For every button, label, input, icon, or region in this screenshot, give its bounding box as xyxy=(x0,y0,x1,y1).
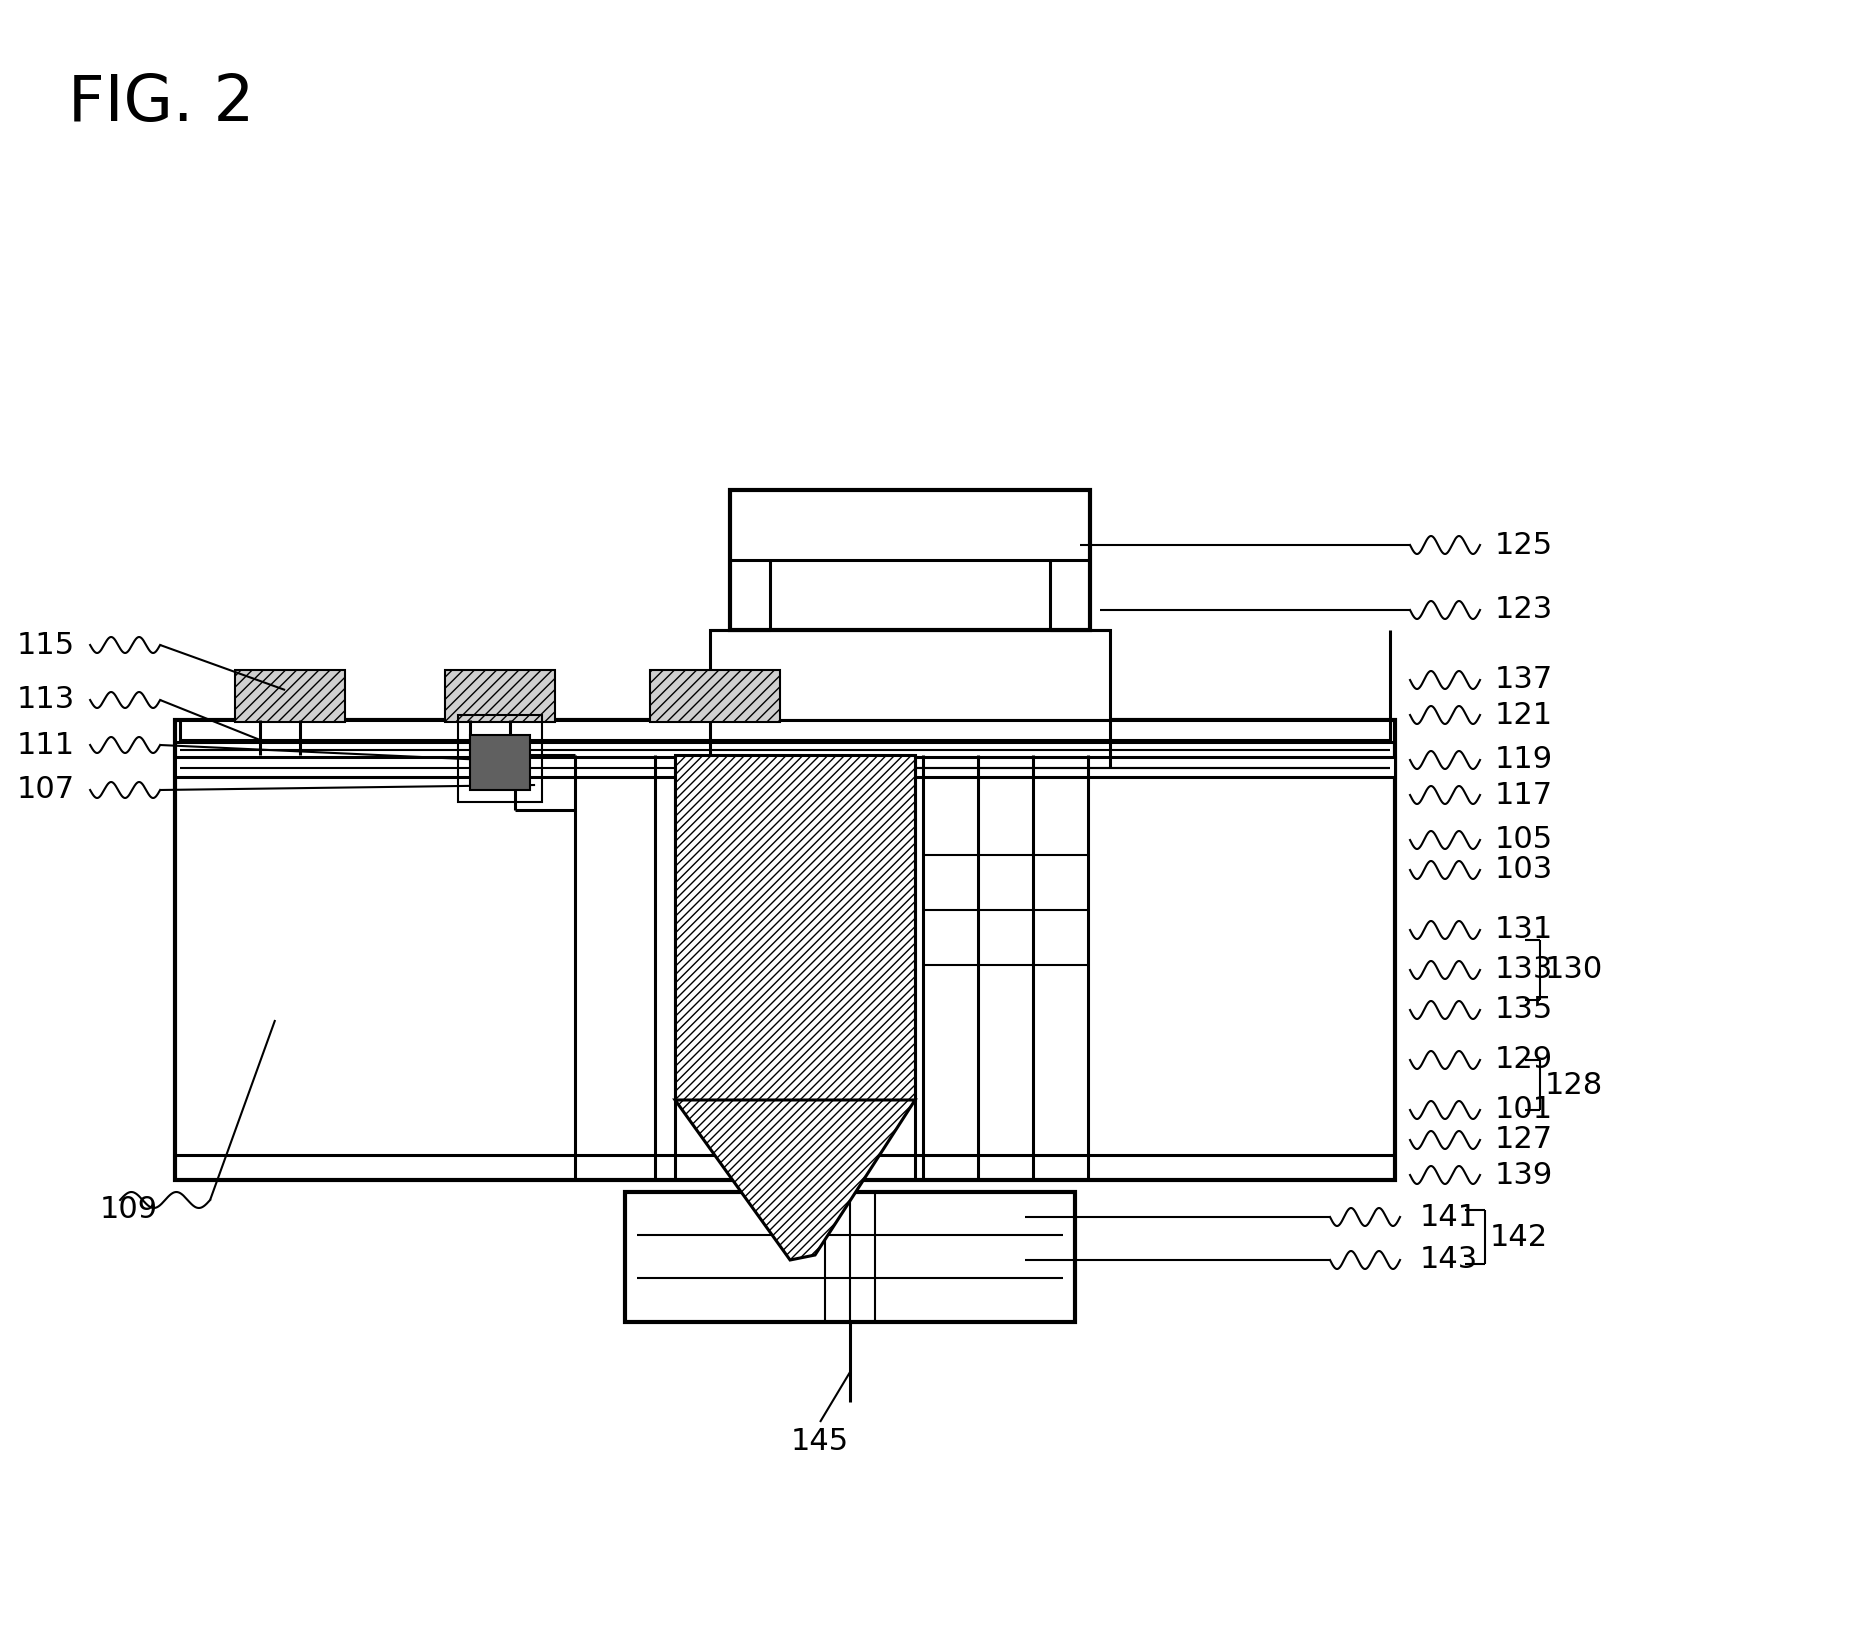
Text: 115: 115 xyxy=(17,630,75,659)
Polygon shape xyxy=(675,1100,916,1260)
Text: 125: 125 xyxy=(1495,530,1553,560)
Text: 127: 127 xyxy=(1495,1126,1553,1154)
Bar xyxy=(650,671,779,721)
Bar xyxy=(458,715,542,801)
Text: 121: 121 xyxy=(1495,700,1553,730)
Text: 113: 113 xyxy=(17,685,75,715)
Text: 111: 111 xyxy=(17,731,75,759)
Text: 137: 137 xyxy=(1495,666,1553,695)
Text: 107: 107 xyxy=(17,775,75,805)
Text: 145: 145 xyxy=(791,1428,849,1456)
Bar xyxy=(176,720,1394,1180)
Bar xyxy=(176,757,1394,777)
Text: 131: 131 xyxy=(1495,916,1553,945)
Text: FIG. 2: FIG. 2 xyxy=(67,72,254,134)
Text: 105: 105 xyxy=(1495,826,1553,855)
Bar xyxy=(675,756,916,1100)
Bar xyxy=(179,720,1391,739)
Text: 142: 142 xyxy=(1490,1222,1548,1252)
Bar xyxy=(731,490,1090,630)
Text: 141: 141 xyxy=(1420,1203,1478,1232)
Text: 135: 135 xyxy=(1495,996,1553,1025)
Bar xyxy=(710,630,1110,720)
Bar xyxy=(235,671,346,721)
Text: 129: 129 xyxy=(1495,1046,1553,1074)
Text: 101: 101 xyxy=(1495,1095,1553,1124)
Text: 139: 139 xyxy=(1495,1160,1553,1190)
Bar xyxy=(624,1191,1075,1322)
Text: 130: 130 xyxy=(1546,955,1604,984)
Text: 143: 143 xyxy=(1420,1245,1478,1275)
Bar xyxy=(445,671,555,721)
Text: 119: 119 xyxy=(1495,746,1553,775)
Text: 109: 109 xyxy=(101,1196,159,1224)
Text: 128: 128 xyxy=(1546,1071,1604,1100)
Text: 123: 123 xyxy=(1495,596,1553,625)
Text: 103: 103 xyxy=(1495,855,1553,885)
Text: 133: 133 xyxy=(1495,955,1553,984)
Text: 117: 117 xyxy=(1495,780,1553,809)
Bar xyxy=(471,734,531,790)
